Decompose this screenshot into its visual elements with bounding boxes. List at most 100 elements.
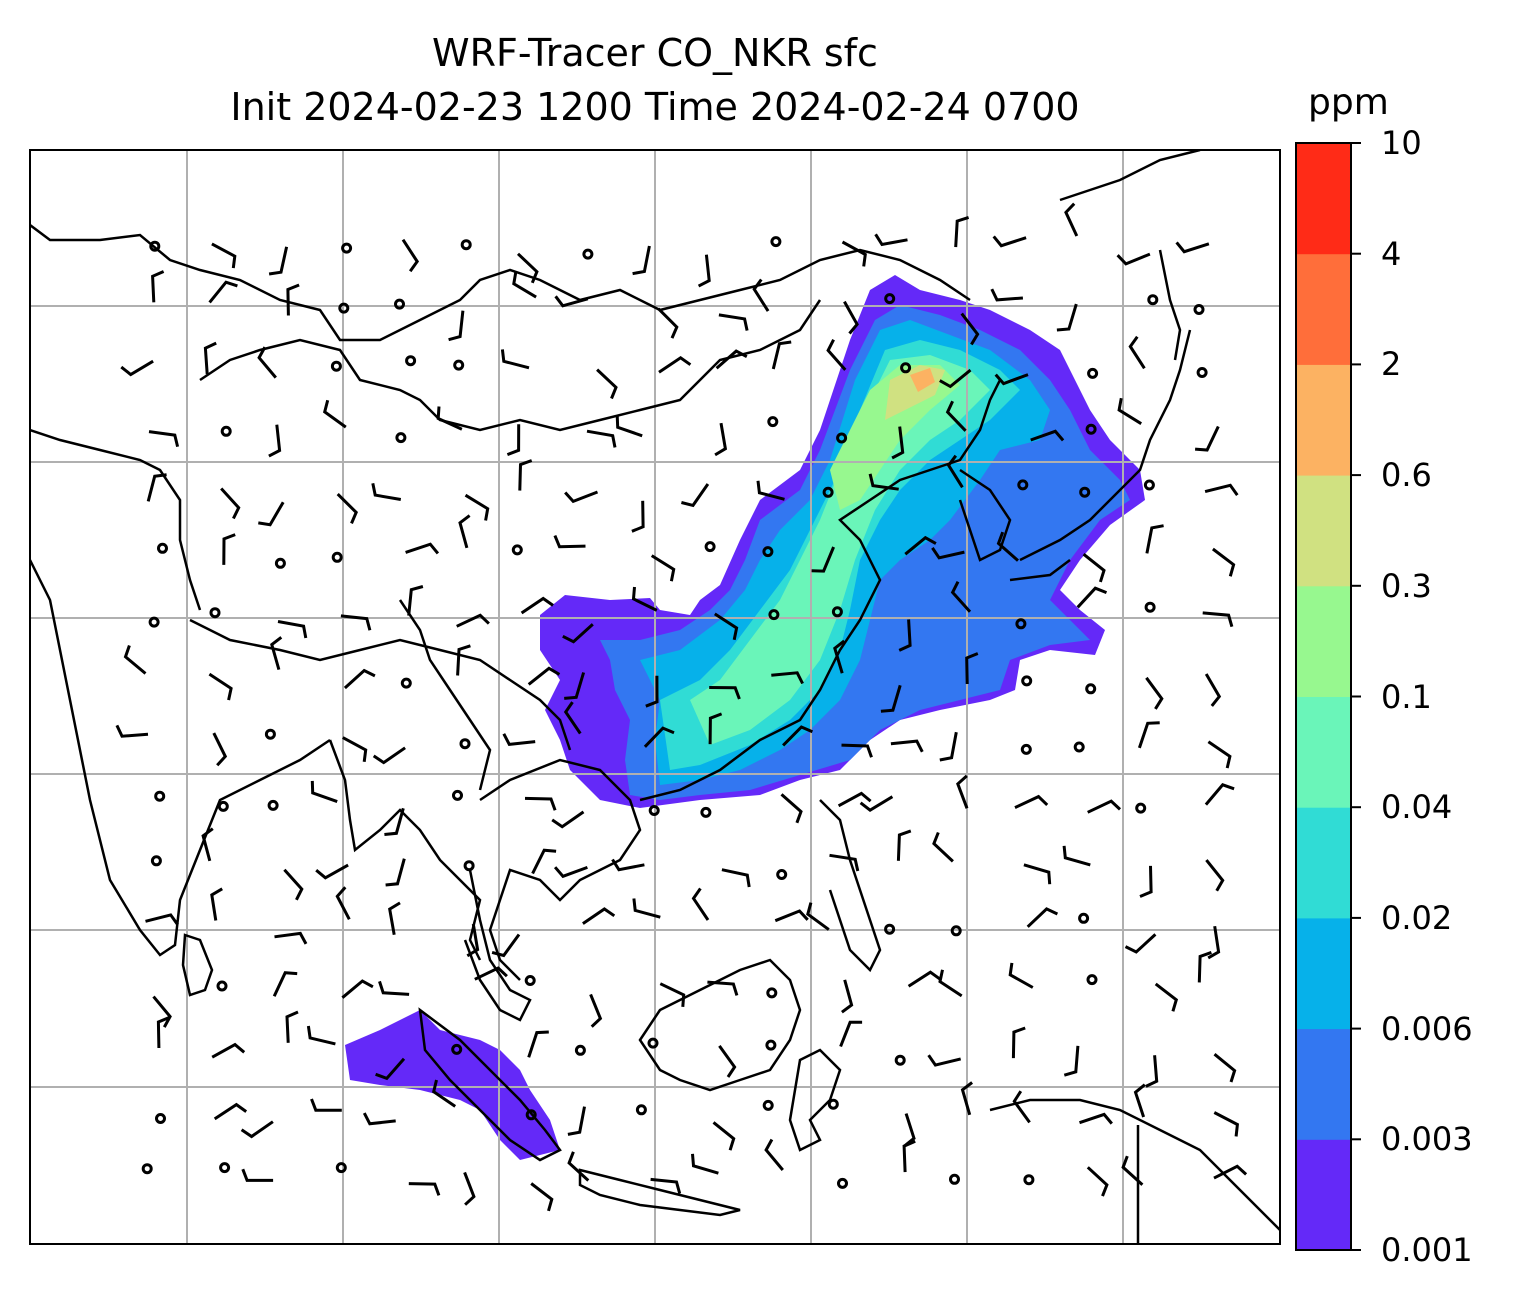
wind-barb [891,426,905,460]
wind-barb [938,969,963,998]
wind-barb [950,581,972,613]
wind-barb [491,933,521,958]
wind-barb [826,339,847,371]
wind-barb [806,902,830,931]
calm-wind-marker [400,677,412,689]
wind-barb [596,368,618,400]
colorbar-tick-label: 0.02 [1381,898,1453,937]
wind-barb [965,652,979,685]
wind-barb [615,415,643,438]
wind-barb [152,995,172,1028]
wind-barb [927,1054,962,1067]
wind-barbs [115,202,1248,1212]
wind-barb [843,300,859,335]
wind-barb [1076,586,1108,609]
wind-barb [650,1177,682,1194]
calm-wind-marker [460,239,472,251]
wind-barb [1139,865,1153,898]
colorbar-tick-label: 0.6 [1381,456,1432,495]
calm-wind-marker [267,799,279,811]
wind-barb [551,810,585,829]
calm-wind-marker [776,869,788,880]
wind-barb [589,993,603,1028]
calm-wind-marker [1193,304,1205,315]
wind-barb [268,424,282,458]
calm-wind-marker [822,486,834,498]
wind-barb [868,473,899,491]
calm-wind-marker [1078,912,1090,924]
wind-barb [148,430,180,448]
colorbar-tick-label: 0.003 [1381,1120,1473,1159]
calm-wind-marker [1021,675,1033,687]
colorbar-tick-label: 0.1 [1381,677,1432,716]
wind-barb [1213,1053,1237,1083]
calm-wind-marker [574,1044,586,1056]
wind-barb [960,312,980,346]
colorbar-band [1296,917,1351,1030]
wind-barb [718,1045,737,1078]
plume-south-0.001 [345,1010,560,1160]
wind-barb [643,726,675,748]
wind-barb [1175,241,1210,254]
wind-barb [907,970,941,988]
wind-barb [1154,982,1179,1012]
wind-barb [211,1042,246,1059]
wind-barb [811,546,835,573]
calm-wind-marker [950,925,962,937]
wind-barb [874,233,908,247]
wind-barb [1194,425,1220,452]
wind-barb [833,639,846,674]
calm-wind-marker [452,789,463,801]
wind-barb [691,1153,719,1175]
wind-barb [283,868,304,901]
wind-barb [210,887,223,921]
wind-barb [405,542,440,555]
wind-barb [709,686,741,700]
wind-barb [516,252,539,284]
wind-barb [1063,1045,1080,1077]
calm-wind-marker [341,242,353,254]
calm-wind-marker [331,551,343,563]
calm-wind-marker [700,806,712,818]
wind-barb [463,1171,476,1206]
wind-barb [335,886,351,920]
wind-barb [1145,524,1164,554]
calm-wind-marker [1196,367,1208,378]
wind-barb [994,373,1029,386]
calm-wind-marker [884,293,896,305]
wind-barb [902,1139,916,1173]
wind-barb [1116,252,1151,266]
calm-wind-marker [394,298,405,310]
wind-barb [841,743,873,758]
wind-barb [506,424,521,457]
wind-barb [145,913,179,926]
calm-wind-marker [453,359,465,371]
wind-barb [1030,429,1065,442]
wind-barb [1197,950,1212,983]
colorbar-band [1296,585,1351,697]
calm-wind-marker [525,1109,537,1121]
calm-wind-marker [1135,802,1147,814]
calm-wind-marker [1017,479,1029,491]
wind-barb [1204,673,1222,707]
wind-barb [286,283,300,316]
wind-barb [212,732,228,767]
wind-barb [1064,202,1079,237]
wind-barb [932,831,954,863]
wind-barb [520,596,554,615]
wind-barb [554,295,589,308]
wind-barb [708,712,723,745]
calm-wind-marker [582,248,594,260]
wind-barb [1207,740,1232,769]
wind-barb [659,982,686,1008]
colorbar-tick-label: 4 [1381,234,1402,273]
calm-wind-marker [1023,1174,1035,1186]
calm-wind-marker [459,738,471,750]
tracer-plume [345,275,1145,1160]
wind-barb [474,966,508,981]
wind-barb [931,547,965,560]
wind-barb [310,1098,342,1112]
calm-wind-marker [836,432,848,444]
wind-barb [839,1020,863,1048]
wind-barb [384,807,405,836]
